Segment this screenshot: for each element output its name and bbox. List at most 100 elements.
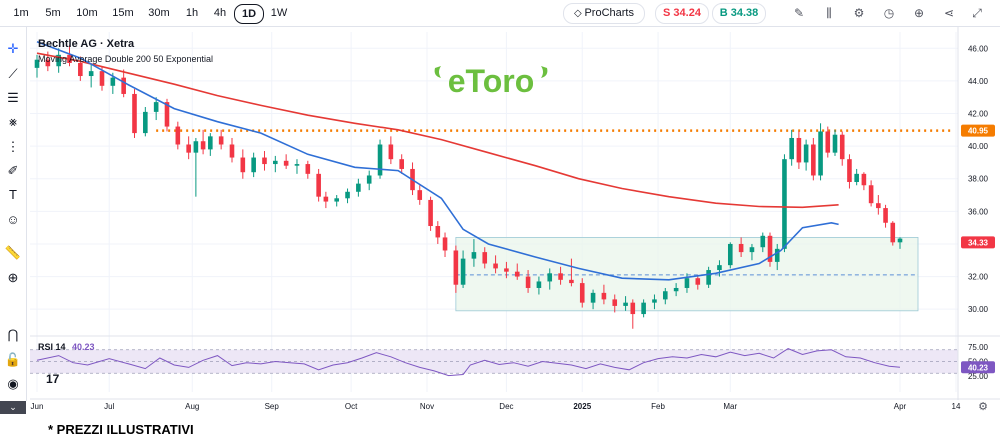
candle-body: [78, 62, 83, 77]
candle: [832, 129, 838, 156]
y-tick-label: 42.00: [968, 110, 989, 119]
x-tick-label: Dec: [499, 402, 513, 411]
candle-body: [890, 222, 896, 243]
candle: [294, 159, 300, 174]
candle-body: [356, 183, 361, 192]
y-tick-label: 30.00: [968, 305, 989, 314]
candle-body: [99, 71, 105, 86]
timeframe-1D[interactable]: 1D: [234, 4, 264, 24]
sell-button[interactable]: S 34.24: [655, 3, 709, 24]
candle: [774, 243, 780, 271]
brush-icon[interactable]: ✐: [7, 163, 19, 178]
candle: [673, 283, 679, 297]
candle-body: [854, 173, 859, 182]
bars-icon[interactable]: ⫼: [826, 6, 832, 20]
candle-body: [132, 93, 137, 134]
timeframe-5m[interactable]: 5m: [45, 7, 61, 19]
timeframe-4h[interactable]: 4h: [213, 7, 227, 19]
candle-body: [590, 292, 596, 303]
history-icon[interactable]: ◷: [883, 6, 895, 20]
fib-icon[interactable]: ⋮: [6, 139, 20, 154]
x-tick-label: 14: [952, 402, 961, 411]
drawing-toolbar: ✛ ⟋ ☰ ⨳ ⋮ ✐ T ☺ 📏 ⊕ ⋂ 🔓 ◉: [0, 27, 27, 401]
candle-body: [525, 276, 531, 288]
x-tick-label: Mar: [723, 402, 737, 411]
candle: [377, 139, 383, 179]
y-tick-label: 40.00: [968, 142, 989, 151]
candle: [460, 250, 466, 288]
plus-circle-icon[interactable]: ⊕: [913, 6, 925, 20]
rsi-price-tag-bg: [961, 361, 995, 374]
eye-icon[interactable]: ◉: [7, 376, 19, 391]
x-tick-label: Jun: [31, 402, 44, 411]
candle: [471, 239, 477, 267]
rsi-line: [36, 348, 901, 377]
emoji-icon[interactable]: ☺: [6, 212, 20, 227]
candle-body: [514, 271, 520, 277]
candle: [796, 131, 802, 169]
rsi-price-tag: 40.23: [968, 363, 989, 372]
candle-body: [460, 258, 466, 285]
diamond-icon: ◇: [574, 8, 585, 19]
candle: [547, 268, 553, 290]
gear-icon[interactable]: ⚙: [853, 6, 865, 20]
candle-body: [832, 134, 838, 153]
share-icon[interactable]: ⋖: [943, 6, 955, 20]
candle-body: [143, 111, 148, 134]
candle-body: [695, 278, 701, 285]
rsi-label: RSI 14: [38, 342, 66, 352]
candle-body: [164, 102, 170, 127]
candle-body: [262, 157, 267, 165]
price-chart[interactable]: 30.0032.0034.0036.0038.0040.0042.0044.00…: [0, 0, 1000, 420]
candle: [738, 237, 744, 257]
y-tick-label: 46.00: [968, 44, 989, 53]
pencil-icon[interactable]: ✎: [793, 6, 805, 20]
lock-icon[interactable]: 🔓: [4, 352, 22, 367]
collapse-toolbar-button[interactable]: ⌄: [0, 401, 26, 414]
candle: [883, 204, 888, 228]
candle: [847, 154, 852, 189]
expand-icon[interactable]: ⤢: [972, 6, 982, 20]
candle-body: [811, 144, 816, 176]
timeframe-15m[interactable]: 15m: [112, 7, 134, 19]
candle-body: [208, 136, 213, 150]
timeframe-1h[interactable]: 1h: [185, 7, 199, 19]
horizontal-lines-icon[interactable]: ☰: [7, 90, 19, 105]
labels-layer: Bechtle AG · Xetra Moving Average Double …: [38, 38, 995, 413]
zoom-icon[interactable]: ⊕: [7, 270, 19, 285]
candle-body: [273, 160, 278, 165]
candle-body: [435, 226, 441, 238]
magnet-icon[interactable]: ⋂: [7, 327, 19, 342]
candle-body: [684, 278, 690, 288]
timeframe-10m[interactable]: 10m: [76, 7, 98, 19]
candle: [435, 221, 441, 244]
crosshair-icon[interactable]: ✛: [7, 41, 19, 56]
candle: [868, 180, 874, 207]
candle-body: [121, 77, 126, 94]
pattern-icon[interactable]: ⨳: [8, 114, 18, 129]
timeframe-30m[interactable]: 30m: [148, 7, 170, 19]
candle: [590, 289, 596, 310]
ruler-icon[interactable]: 📏: [4, 245, 22, 260]
buy-button[interactable]: B 34.38: [712, 3, 766, 24]
candle-body: [749, 247, 755, 253]
timeframe-1W[interactable]: 1W: [270, 7, 288, 19]
candle: [193, 137, 199, 197]
candle: [782, 154, 787, 253]
candle: [218, 129, 224, 150]
candle: [453, 245, 459, 293]
candle-body: [240, 157, 246, 173]
candle-body: [839, 134, 845, 160]
timeframe-1m[interactable]: 1m: [13, 7, 29, 19]
candle: [442, 232, 448, 257]
candle: [825, 126, 831, 158]
candle-body: [305, 164, 311, 174]
footnote: * PREZZI ILLUSTRATIVI: [48, 422, 194, 437]
candle-body: [377, 144, 383, 176]
text-icon[interactable]: T: [9, 187, 17, 202]
procharts-button[interactable]: ◇ ProCharts: [563, 3, 645, 24]
trend-line-icon[interactable]: ⟋: [8, 66, 18, 81]
candle-body: [782, 159, 787, 249]
y-tick-label: 32.00: [968, 273, 989, 282]
candle: [818, 123, 823, 181]
